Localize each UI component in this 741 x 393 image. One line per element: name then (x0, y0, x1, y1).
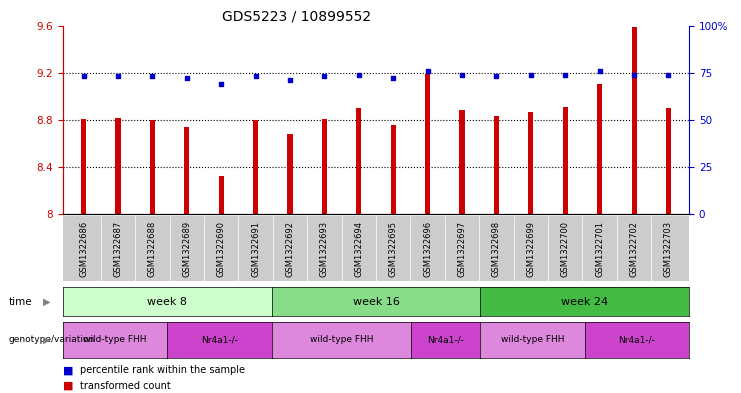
Point (491, 73, 502, 80)
Bar (425, 74, 431, 214)
Text: transformed count: transformed count (80, 381, 170, 391)
Bar (288, 134, 293, 214)
Bar (597, 84, 602, 214)
Text: GSM1322688: GSM1322688 (148, 220, 157, 277)
Bar (391, 125, 396, 214)
Point (353, 72, 365, 78)
Bar (666, 108, 671, 214)
Text: Nr4a1-/-: Nr4a1-/- (619, 336, 655, 344)
Text: GSM1322690: GSM1322690 (216, 220, 226, 277)
Text: week 8: week 8 (147, 297, 187, 307)
Text: ▶: ▶ (43, 335, 50, 345)
Text: genotype/variation: genotype/variation (9, 336, 95, 344)
Text: GSM1322693: GSM1322693 (320, 220, 329, 277)
Text: wild-type FHH: wild-type FHH (310, 336, 373, 344)
Text: ■: ■ (63, 381, 73, 391)
Text: GSM1322700: GSM1322700 (561, 220, 570, 277)
Bar (150, 120, 155, 214)
Text: GSM1322689: GSM1322689 (182, 220, 191, 277)
Text: GSM1322698: GSM1322698 (492, 220, 501, 277)
Text: GSM1322699: GSM1322699 (526, 220, 536, 277)
Bar (631, 27, 637, 214)
Bar (459, 110, 465, 214)
Point (181, 75, 193, 81)
Bar (219, 176, 224, 214)
Point (559, 72, 571, 78)
Point (147, 73, 159, 80)
Point (216, 81, 227, 87)
Point (662, 72, 674, 78)
Text: Nr4a1-/-: Nr4a1-/- (201, 336, 238, 344)
Text: percentile rank within the sample: percentile rank within the sample (80, 365, 245, 375)
Bar (356, 108, 362, 214)
Bar (185, 127, 190, 214)
Text: wild-type FHH: wild-type FHH (501, 336, 565, 344)
Point (112, 73, 124, 80)
Bar (81, 119, 86, 214)
Text: GSM1322686: GSM1322686 (79, 220, 88, 277)
Text: GSM1322694: GSM1322694 (354, 220, 363, 277)
Point (628, 72, 640, 78)
Text: GSM1322702: GSM1322702 (630, 220, 639, 277)
Point (594, 68, 605, 74)
Text: GSM1322701: GSM1322701 (595, 220, 604, 277)
Text: GSM1322695: GSM1322695 (389, 220, 398, 277)
Text: ■: ■ (63, 365, 73, 375)
Text: GSM1322697: GSM1322697 (457, 220, 467, 277)
Text: GSM1322703: GSM1322703 (664, 220, 673, 277)
Bar (322, 119, 327, 214)
Point (525, 72, 536, 78)
Text: GSM1322696: GSM1322696 (423, 220, 432, 277)
Text: Nr4a1-/-: Nr4a1-/- (428, 336, 464, 344)
Point (284, 77, 296, 83)
Text: time: time (9, 297, 33, 307)
Text: GSM1322687: GSM1322687 (113, 220, 122, 277)
Bar (562, 107, 568, 214)
Text: GSM1322692: GSM1322692 (285, 220, 295, 277)
Text: week 16: week 16 (353, 297, 399, 307)
Text: ▶: ▶ (43, 297, 50, 307)
Text: GDS5223 / 10899552: GDS5223 / 10899552 (222, 10, 371, 24)
Text: GSM1322691: GSM1322691 (251, 220, 260, 277)
Point (78, 73, 90, 80)
Point (250, 73, 262, 80)
Point (319, 73, 330, 80)
Bar (253, 120, 258, 214)
Bar (116, 118, 121, 214)
Bar (528, 112, 534, 214)
Bar (494, 116, 499, 214)
Text: wild-type FHH: wild-type FHH (84, 336, 147, 344)
Point (422, 68, 433, 74)
Point (456, 72, 468, 78)
Point (388, 75, 399, 81)
Text: week 24: week 24 (561, 297, 608, 307)
